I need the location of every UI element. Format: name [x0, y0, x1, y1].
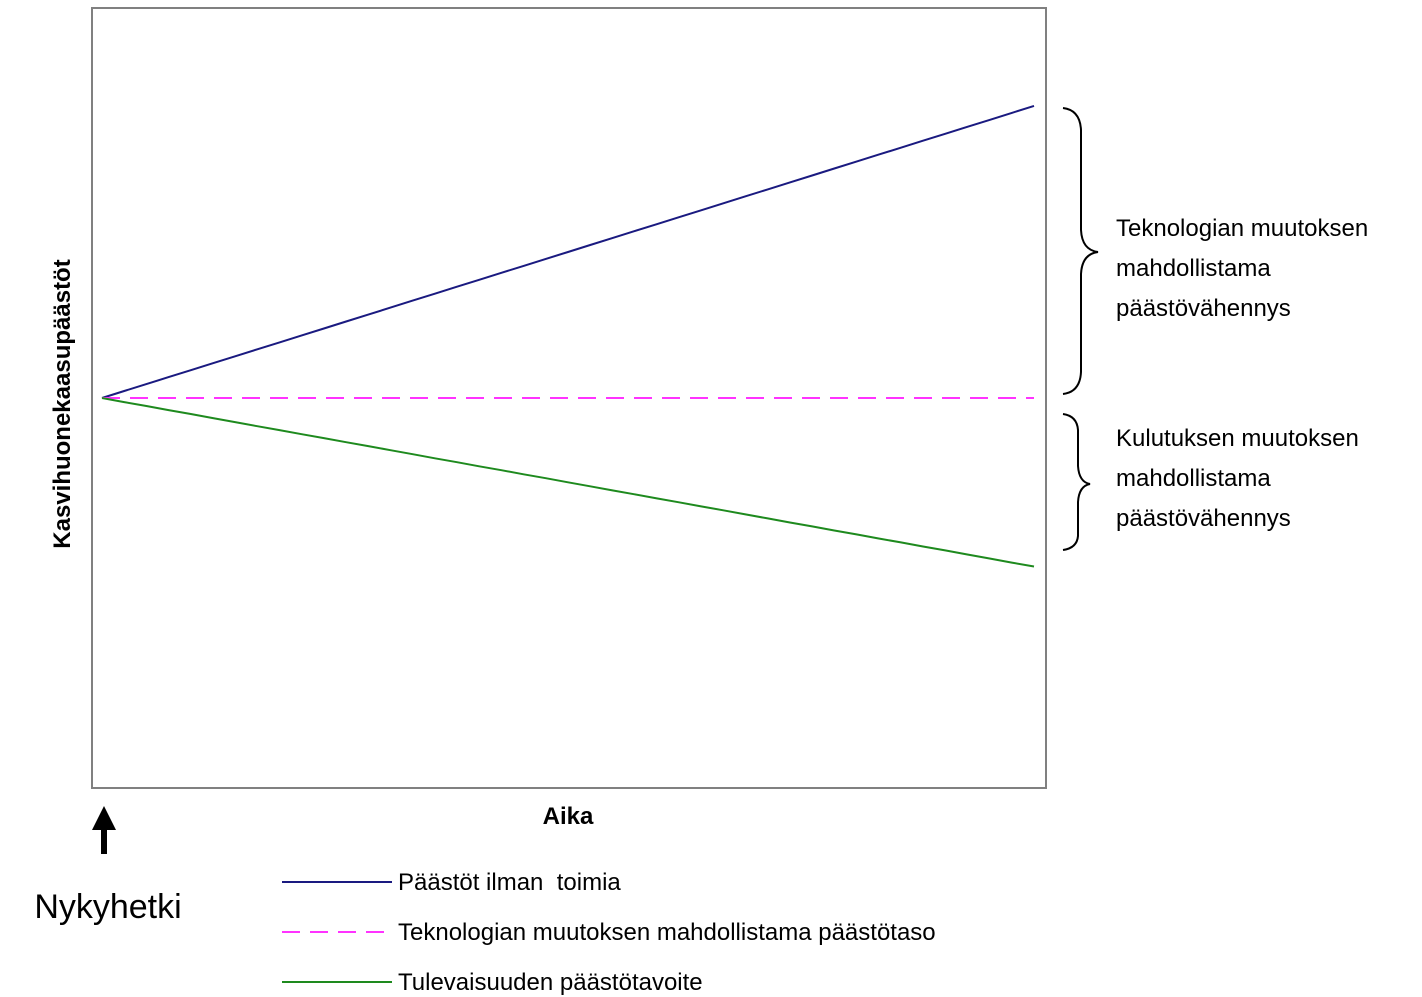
annotation-tech-line-1: Teknologian muutoksen [1116, 215, 1368, 242]
legend-label-tulevaisuuden-paastotavoite: Tulevaisuuden päästötavoite [398, 969, 703, 996]
annotation-tech-line-2: mahdollistama [1116, 255, 1271, 282]
annotation-kulutus-line-2: mahdollistama [1116, 465, 1271, 492]
brace-teknologian-muutos [1062, 107, 1099, 395]
brace-kulutuksen-muutos [1062, 413, 1091, 551]
arrow-up-icon [92, 806, 116, 854]
series-line-paastot-ilman-toimia [101, 104, 1035, 399]
nykyhetki-label: Nykyhetki [34, 888, 181, 926]
annotation-kulutus-line-3: päästövähennys [1116, 505, 1291, 532]
legend-label-paastot-ilman-toimia: Päästöt ilman toimia [398, 869, 621, 896]
annotation-kulutus-line-1: Kulutuksen muutoksen [1116, 425, 1359, 452]
legend-label-teknologian-paastotaso: Teknologian muutoksen mahdollistama pääs… [398, 919, 936, 946]
legend: Päästöt ilman toimia Teknologian muutoks… [282, 869, 936, 996]
y-axis-title: Kasvihuonekaasupäästöt [49, 259, 76, 548]
annotation-tech-line-3: päästövähennys [1116, 295, 1291, 322]
x-axis-title: Aika [543, 803, 594, 830]
series-layer [101, 104, 1035, 568]
series-line-tulevaisuuden-paastotavoite [101, 397, 1035, 568]
